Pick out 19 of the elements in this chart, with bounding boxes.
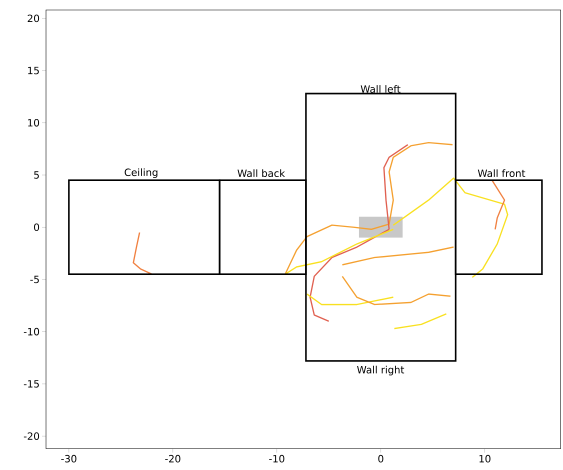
y-tick-label: 10: [28, 119, 40, 127]
x-tick-label: 0: [378, 454, 384, 462]
y-tick-label: -10: [24, 328, 40, 336]
x-tick-label: -10: [269, 454, 284, 462]
x-tick-label: -30: [61, 454, 76, 462]
y-tick-label: -5: [30, 276, 39, 284]
annotation: Ceiling: [124, 168, 158, 178]
x-tick-label: -20: [165, 454, 180, 462]
annotation: Wall back: [238, 169, 286, 178]
y-tick-label: 20: [28, 14, 40, 22]
annotation: Wall right: [357, 366, 404, 376]
y-tick-label: -15: [24, 380, 39, 388]
y-tick-label: 5: [34, 171, 39, 179]
y-tick-label: -20: [24, 432, 40, 440]
annotation: Wall left: [360, 85, 400, 93]
x-tick-label: 10: [480, 454, 490, 462]
annotation: Wall front: [478, 169, 526, 178]
y-tick-label: 0: [34, 223, 40, 232]
y-tick-label: 15: [28, 66, 39, 74]
